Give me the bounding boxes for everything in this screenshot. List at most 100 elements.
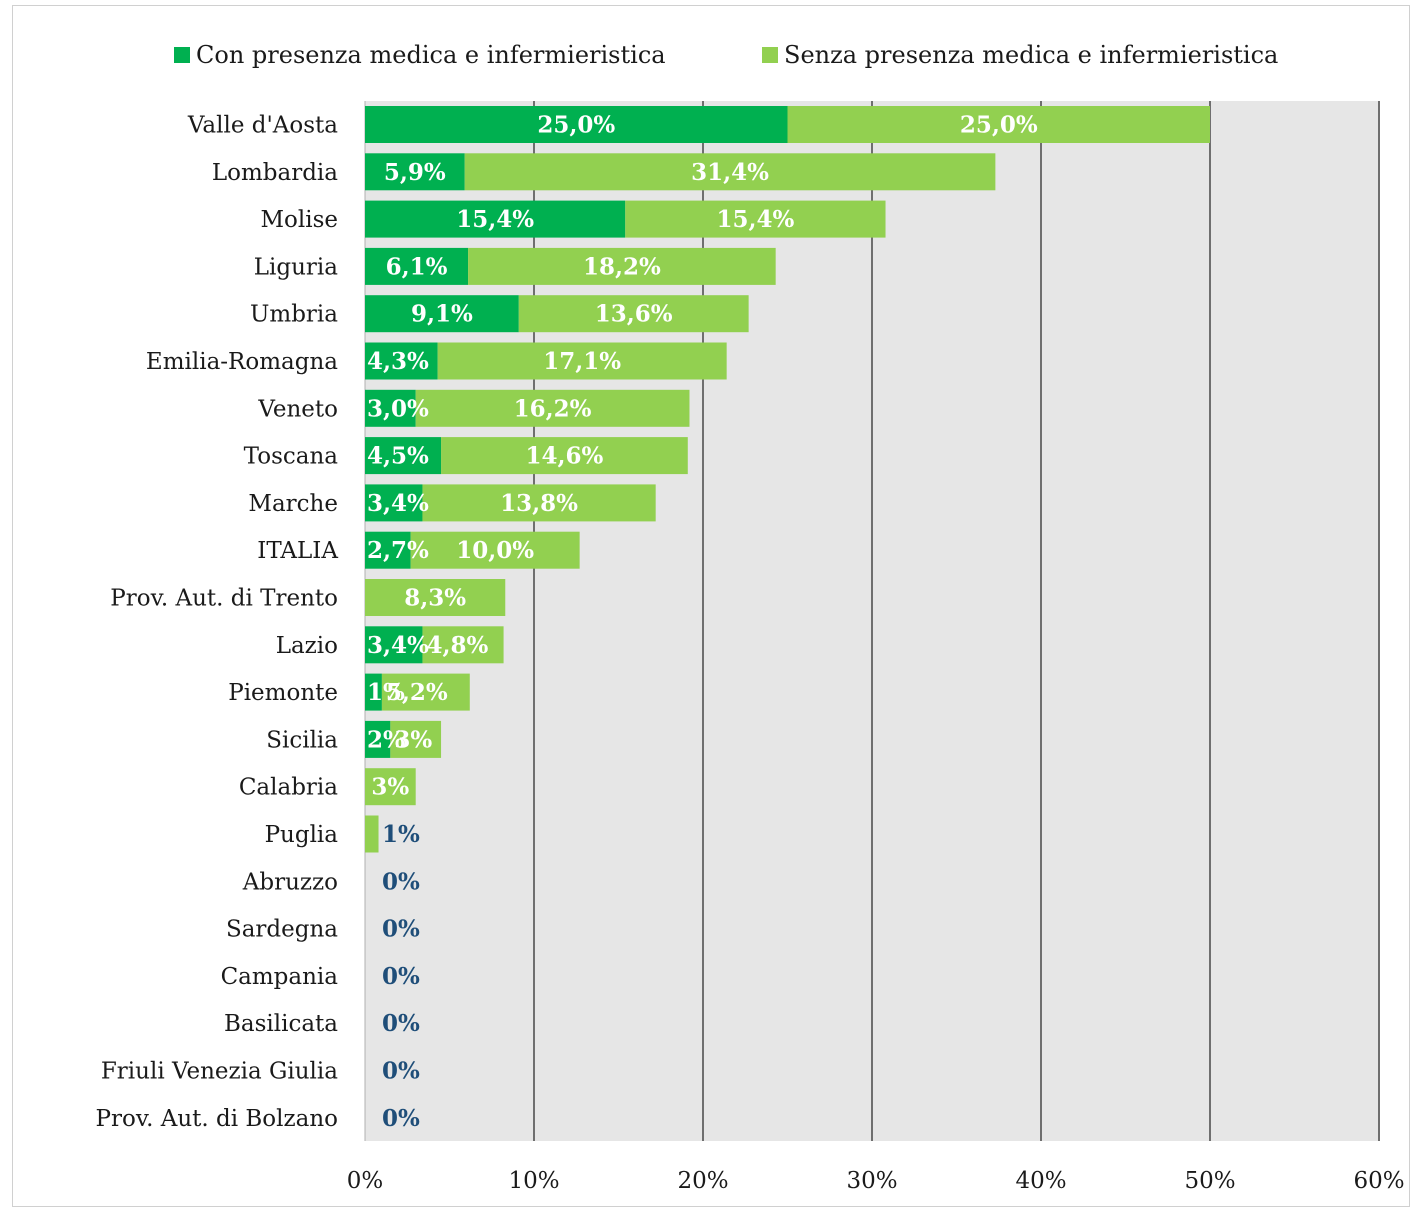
bar-with-staff [365, 200, 626, 238]
bar-without-staff [437, 342, 727, 380]
bar-without-staff [365, 579, 506, 616]
bar-without-staff [625, 200, 886, 238]
legend-item-with-staff: Con presenza medica e infermieristica [174, 38, 666, 72]
category-label: Sardegna [226, 917, 338, 943]
data-label-without-staff: 13,6% [595, 301, 673, 328]
bar-with-staff [365, 626, 423, 664]
data-label-without-staff: 17,1% [543, 348, 621, 375]
bar-with-staff [365, 247, 469, 285]
data-label-without-staff: 18,2% [583, 253, 661, 280]
x-tick-label: 10% [508, 1168, 559, 1194]
data-label-without-staff: 5,2% [386, 679, 448, 706]
data-label-with-staff: 15,4% [456, 206, 534, 233]
data-label-without-staff: 14,6% [525, 443, 603, 470]
category-label: Emilia-Romagna [146, 349, 338, 375]
x-tick-label: 40% [1015, 1168, 1066, 1194]
data-label-with-staff: 2% [367, 726, 405, 753]
data-label-with-staff: 1% [367, 679, 405, 706]
data-label-with-staff: 6,1% [386, 253, 448, 280]
category-label: Valle d'Aosta [187, 113, 338, 139]
data-label-without-staff: 3% [371, 774, 409, 801]
bar-without-staff [468, 247, 776, 285]
bar-with-staff [365, 673, 382, 711]
data-label-with-staff: 4,5% [367, 443, 429, 470]
legend-item-without-staff: Senza presenza medica e infermieristica [762, 38, 1278, 72]
category-label: Veneto [257, 396, 338, 422]
data-label-without-staff: 13,8% [500, 490, 578, 517]
x-tick-label: 20% [677, 1168, 728, 1194]
bar-without-staff [422, 484, 656, 522]
bar-without-staff [518, 295, 749, 333]
bar-with-staff [365, 342, 438, 380]
data-label-without-staff: 8,3% [404, 585, 466, 612]
data-label-total: 0% [382, 1105, 420, 1132]
bar-with-staff [365, 153, 465, 191]
data-label-without-staff: 10,0% [456, 537, 534, 564]
bar-without-staff [441, 437, 688, 475]
category-label: Puglia [265, 822, 339, 848]
bar-without-staff [390, 720, 442, 758]
data-label-with-staff: 4,3% [367, 348, 429, 375]
bar-without-staff [381, 673, 470, 711]
data-label-with-staff: 25,0% [537, 112, 615, 139]
legend-swatch-without-staff [762, 47, 778, 63]
bar-with-staff [365, 106, 788, 143]
bar-with-staff [365, 437, 442, 475]
data-label-without-staff: 3% [394, 726, 432, 753]
data-label-total: 0% [382, 1058, 420, 1085]
category-label: Molise [260, 207, 338, 233]
x-tick-label: 0% [347, 1168, 384, 1194]
x-tick-label: 60% [1353, 1168, 1404, 1194]
category-label: ITALIA [257, 538, 338, 564]
data-label-total: 1% [382, 821, 420, 848]
data-label-with-staff: 2,7% [367, 537, 429, 564]
data-label-with-staff: 5,9% [384, 159, 446, 186]
bar-with-staff [365, 295, 519, 333]
category-label: Liguria [254, 254, 339, 280]
bar-without-staff [787, 106, 1210, 143]
data-label-with-staff: 9,1% [411, 301, 473, 328]
legend-swatch-with-staff [174, 47, 190, 63]
data-label-without-staff: 15,4% [716, 206, 794, 233]
data-label-without-staff: 16,2% [514, 395, 592, 422]
category-label: Friuli Venezia Giulia [101, 1059, 338, 1085]
category-label: Calabria [239, 775, 338, 801]
legend-label-with-staff: Con presenza medica e infermieristica [196, 41, 666, 69]
data-label-total: 0% [382, 963, 420, 990]
bar-with-staff [365, 389, 416, 427]
data-label-with-staff: 3,4% [367, 632, 429, 659]
data-label-total: 0% [382, 916, 420, 943]
category-label: Piemonte [228, 680, 338, 706]
category-label: Abruzzo [242, 869, 338, 895]
data-label-with-staff: 3,0% [367, 395, 429, 422]
legend-label-without-staff: Senza presenza medica e infermieristica [784, 41, 1279, 69]
category-label: Prov. Aut. di Trento [110, 586, 338, 612]
category-label: Basilicata [224, 1011, 338, 1037]
chart-frame [12, 5, 1410, 1207]
data-label-total: 0% [382, 868, 420, 895]
category-label: Toscana [244, 444, 339, 470]
data-label-total: 0% [382, 1010, 420, 1037]
bar-with-staff [365, 484, 423, 522]
data-label-without-staff: 25,0% [960, 112, 1038, 139]
category-label: Prov. Aut. di Bolzano [96, 1106, 338, 1132]
bar-without-staff [410, 531, 580, 569]
bar-without-staff [415, 389, 690, 427]
bar-with-staff [365, 720, 391, 758]
bar-with-staff [365, 531, 411, 569]
x-tick-label: 30% [846, 1168, 897, 1194]
category-label: Campania [221, 964, 339, 990]
bar-without-staff [365, 815, 379, 853]
data-label-without-staff: 4,8% [426, 632, 488, 659]
category-label: Lombardia [212, 160, 338, 186]
data-label-without-staff: 31,4% [691, 159, 769, 186]
category-label: Marche [248, 491, 338, 517]
category-label: Sicilia [266, 727, 338, 753]
bar-without-staff [422, 626, 504, 664]
bar-without-staff [464, 153, 996, 191]
x-tick-label: 50% [1184, 1168, 1235, 1194]
data-label-with-staff: 3,4% [367, 490, 429, 517]
category-label: Umbria [250, 302, 338, 328]
category-label: Lazio [276, 633, 338, 659]
